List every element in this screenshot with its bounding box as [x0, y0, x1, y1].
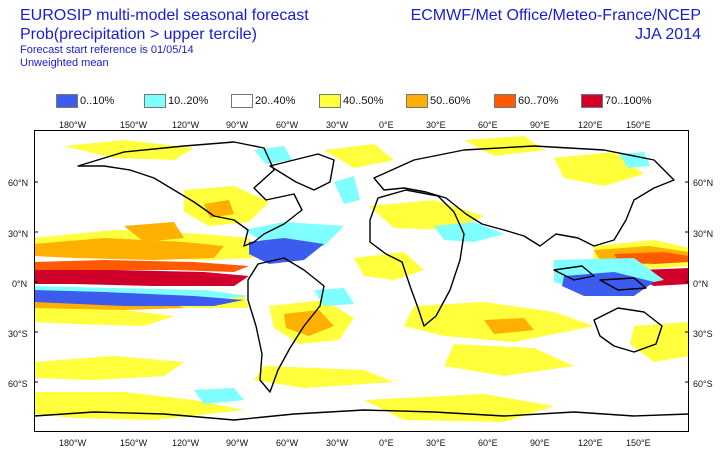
lon-label: 120°E [578, 120, 603, 130]
shade-patch [314, 288, 354, 306]
shade-patch [464, 136, 544, 156]
legend-swatch [494, 94, 516, 108]
legend-label: 0..10% [80, 95, 115, 107]
mean-type: Unweighted mean [20, 57, 109, 69]
maritime-continent-coast [553, 265, 647, 291]
lon-label: 150°W [120, 120, 148, 130]
shade-patch [334, 176, 360, 204]
shade-patch [630, 322, 689, 362]
shade-patch [554, 152, 644, 186]
shade-patch [354, 252, 424, 280]
lon-label: 30°W [326, 120, 349, 130]
lon-label: 120°W [172, 120, 200, 130]
lon-label: 90°W [226, 120, 249, 130]
shade-patch [324, 144, 394, 168]
probability-shading [34, 136, 689, 422]
shade-patch [619, 152, 650, 168]
legend-label: 70..100% [605, 95, 652, 107]
legend-swatch [406, 94, 428, 108]
shade-patch [34, 356, 184, 380]
shade-patch [484, 318, 534, 334]
lon-label: 180°W [59, 120, 87, 130]
lat-label: 60°S [693, 379, 713, 389]
lon-label: 120°W [172, 438, 200, 448]
source-centres: ECMWF/Met Office/Meteo-France/NCEP [410, 7, 701, 24]
lon-label: 150°W [120, 438, 148, 448]
lon-label: 90°W [226, 438, 249, 448]
lon-label: 0°E [379, 438, 394, 448]
lon-label: 150°E [626, 438, 651, 448]
shade-patch [444, 344, 574, 376]
shade-patch [254, 366, 394, 388]
map-subtitle: Prob(precipitation > upper tercile) [20, 26, 258, 43]
lat-label: 30°N [693, 229, 714, 239]
legend-swatch [56, 94, 78, 108]
lon-label: 120°E [578, 438, 603, 448]
lon-label: 60°E [478, 120, 498, 130]
legend-label: 60..70% [518, 95, 559, 107]
lon-label: 180°W [59, 438, 87, 448]
forecast-start-reference: Forecast start reference is 01/05/14 [20, 44, 194, 56]
map-title: EUROSIP multi-model seasonal forecast [20, 7, 309, 24]
lat-label: 0°N [12, 279, 28, 289]
australia-coast [593, 307, 663, 353]
lon-label: 30°W [326, 438, 349, 448]
shade-patch [124, 222, 184, 242]
lat-label: 60°N [693, 178, 714, 188]
shade-patch [34, 306, 174, 326]
lat-label: 30°N [8, 229, 29, 239]
legend-label: 20..40% [255, 95, 296, 107]
shade-patch [34, 270, 249, 286]
map-frame [34, 130, 689, 432]
precipitation-probability-map [34, 130, 689, 432]
shade-patch [34, 290, 244, 306]
south-america-coast [247, 257, 325, 393]
legend-swatch [231, 94, 253, 108]
lon-label: 0°E [379, 120, 394, 130]
shade-patch [434, 222, 504, 242]
shade-patch [249, 238, 324, 264]
legend-label: 40..50% [343, 95, 384, 107]
shade-patch [284, 310, 334, 336]
shade-patch [254, 146, 292, 164]
north-america-coast [77, 141, 303, 247]
lon-label: 90°E [530, 120, 550, 130]
lon-label: 60°E [478, 438, 498, 448]
coastlines [34, 141, 689, 421]
legend-label: 50..60% [430, 95, 471, 107]
legend-swatch [319, 94, 341, 108]
forecast-season: JJA 2014 [635, 26, 701, 43]
lon-label: 60°W [276, 438, 299, 448]
shade-patch [34, 260, 249, 272]
shade-patch [34, 238, 224, 260]
africa-coast [369, 189, 465, 327]
antarctica-coast [34, 409, 689, 421]
legend-label: 10..20% [168, 95, 209, 107]
eurasia-coast [373, 145, 675, 247]
lat-label: 60°N [8, 178, 29, 188]
lat-label: 0°N [693, 279, 709, 289]
legend-swatch [144, 94, 166, 108]
lon-label: 150°E [626, 120, 651, 130]
shade-patch [364, 394, 554, 422]
lon-label: 60°W [276, 120, 299, 130]
shade-patch [369, 200, 484, 230]
lat-label: 60°S [8, 379, 28, 389]
lon-label: 90°E [530, 438, 550, 448]
lat-label: 30°S [8, 329, 28, 339]
shade-patch [194, 388, 244, 404]
lon-label: 30°E [426, 438, 446, 448]
source-block: ECMWF/Met Office/Meteo-France/NCEP JJA 2… [411, 6, 701, 44]
greenland-coast [269, 153, 335, 191]
legend-swatch [581, 94, 603, 108]
shade-patch [64, 140, 194, 160]
title-block: EUROSIP multi-model seasonal forecast Pr… [20, 6, 309, 70]
lat-label: 30°S [693, 329, 713, 339]
lon-label: 30°E [426, 120, 446, 130]
